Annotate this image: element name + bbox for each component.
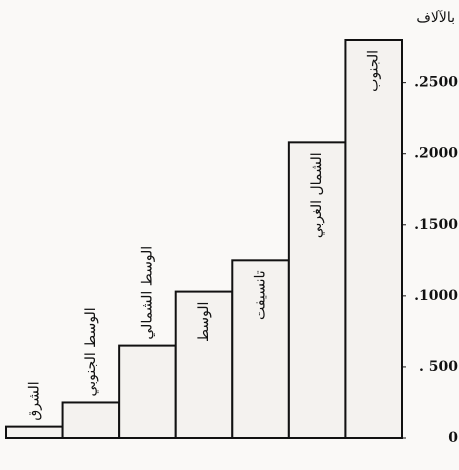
y-tick-label: .1000 (414, 288, 458, 304)
bar (61, 401, 121, 440)
y-tick-label: .1500 (414, 217, 458, 233)
bar-label: تانسيفت (253, 270, 269, 320)
y-tick-label: . 500 (419, 359, 458, 375)
bar-label: الجنوب (366, 50, 382, 92)
bar-label: الوسط الشمالي (139, 246, 155, 340)
bar-label: الوسط الجنوبي (83, 307, 99, 396)
unit-label: بالآلاف (416, 9, 455, 26)
bar-label: الوسط (196, 302, 212, 342)
y-tick-label: .2500 (414, 75, 458, 91)
y-tick-label: .2000 (414, 146, 458, 162)
bar (5, 425, 64, 439)
bar (344, 39, 403, 439)
y-tick-label: 0 (448, 430, 458, 446)
bar (287, 141, 347, 439)
bar (231, 259, 290, 440)
bar-label: الشرق (26, 381, 42, 420)
bar-label: الشمال الغربي (309, 152, 325, 238)
bar (118, 344, 177, 440)
